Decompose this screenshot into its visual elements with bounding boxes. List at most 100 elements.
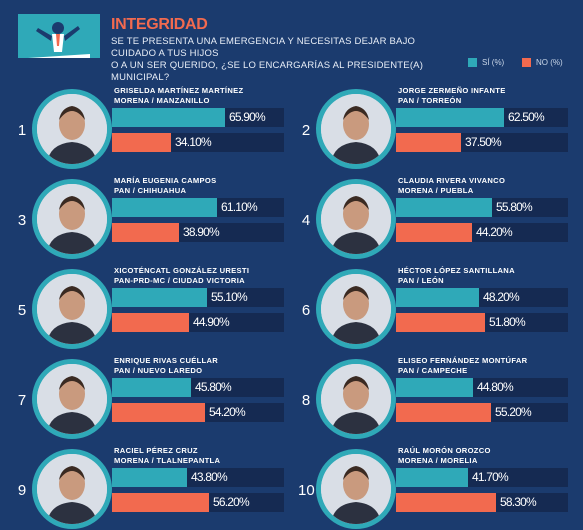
- candidate-photo: [321, 94, 391, 164]
- candidate-party: PAN-PRD-MC / CIUDAD VICTORIA: [114, 276, 245, 285]
- candidate-photo: [37, 364, 107, 434]
- candidate-card: 5 XICOTÉNCATL GONZÁLEZ URESTI PAN-PRD-MC…: [14, 266, 294, 354]
- yes-bar: [396, 378, 473, 397]
- yes-bar-track: 55.10%: [112, 288, 284, 307]
- legend-no-label: NO (%): [536, 58, 563, 67]
- candidate-party: MORENA / MANZANILLO: [114, 96, 210, 105]
- no-bar-track: 34.10%: [112, 133, 284, 152]
- yes-value-label: 61.10%: [221, 200, 258, 214]
- no-value-label: 44.90%: [193, 315, 230, 329]
- no-value-label: 38.90%: [183, 225, 220, 239]
- candidate-party: MORENA / TLALNEPANTLA: [114, 456, 221, 465]
- candidate-rank: 1: [17, 122, 27, 139]
- no-value-label: 37.50%: [465, 135, 502, 149]
- header: INTEGRIDAD SE TE PRESENTA UNA EMERGENCIA…: [0, 0, 583, 83]
- yes-bar: [396, 468, 468, 487]
- yes-bar-track: 43.80%: [112, 468, 284, 487]
- yes-value-label: 62.50%: [508, 110, 545, 124]
- yes-bar: [396, 108, 504, 127]
- yes-bar: [396, 288, 479, 307]
- candidate-name: HÉCTOR LÓPEZ SANTILLANA: [398, 266, 515, 275]
- candidate-card: 10 RAÚL MORÓN OROZCO MORENA / MORELIA 41…: [298, 446, 578, 530]
- legend-yes: SÍ (%): [468, 58, 504, 67]
- candidate-rank: 10: [298, 482, 315, 499]
- no-bar-track: 54.20%: [112, 403, 284, 422]
- candidate-rank: 3: [17, 212, 27, 229]
- legend-no-swatch: [522, 58, 531, 67]
- candidate-card: 6 HÉCTOR LÓPEZ SANTILLANA PAN / LEÓN 48.…: [298, 266, 578, 354]
- candidate-photo: [37, 274, 107, 344]
- candidate-name: RACIEL PÉREZ CRUZ: [114, 446, 198, 455]
- page-title: INTEGRIDAD: [111, 16, 208, 33]
- survey-question: SE TE PRESENTA UNA EMERGENCIA Y NECESITA…: [111, 36, 441, 84]
- candidate-card: 4 CLAUDIA RIVERA VIVANCO MORENA / PUEBLA…: [298, 176, 578, 264]
- candidate-photo: [321, 274, 391, 344]
- candidate-name: MARÍA EUGENIA CAMPOS: [114, 176, 217, 185]
- yes-bar-track: 61.10%: [112, 198, 284, 217]
- question-line-1: SE TE PRESENTA UNA EMERGENCIA Y NECESITA…: [111, 36, 416, 59]
- no-bar: [396, 223, 472, 242]
- candidate-photo: [37, 94, 107, 164]
- no-value-label: 58.30%: [500, 495, 537, 509]
- candidate-party: PAN / LEÓN: [398, 276, 444, 285]
- yes-value-label: 44.80%: [477, 380, 514, 394]
- yes-value-label: 43.80%: [191, 470, 228, 484]
- yes-bar: [112, 108, 225, 127]
- yes-bar: [112, 198, 217, 217]
- candidate-party: MORENA / MORELIA: [398, 456, 478, 465]
- yes-bar-track: 44.80%: [396, 378, 568, 397]
- no-bar: [396, 403, 491, 422]
- candidate-rank: 7: [17, 392, 27, 409]
- no-bar-track: 44.90%: [112, 313, 284, 332]
- yes-value-label: 55.10%: [211, 290, 248, 304]
- yes-value-label: 45.80%: [195, 380, 232, 394]
- candidate-photo: [37, 184, 107, 254]
- yes-value-label: 65.90%: [229, 110, 266, 124]
- no-bar: [396, 493, 496, 512]
- candidate-party: PAN / CAMPECHE: [398, 366, 468, 375]
- candidate-party: MORENA / PUEBLA: [398, 186, 474, 195]
- no-bar: [112, 133, 171, 152]
- no-bar: [112, 493, 209, 512]
- candidate-party: PAN / TORREÓN: [398, 96, 462, 105]
- candidate-name: GRISELDA MARTÍNEZ MARTÍNEZ: [114, 86, 244, 95]
- yes-bar: [112, 288, 207, 307]
- yes-bar: [112, 378, 191, 397]
- legend-yes-swatch: [468, 58, 477, 67]
- candidate-rank: 4: [301, 212, 311, 229]
- candidate-card: 9 RACIEL PÉREZ CRUZ MORENA / TLALNEPANTL…: [14, 446, 294, 530]
- no-bar-track: 55.20%: [396, 403, 568, 422]
- no-bar-track: 51.80%: [396, 313, 568, 332]
- no-bar-track: 37.50%: [396, 133, 568, 152]
- no-bar: [396, 133, 461, 152]
- no-bar-track: 44.20%: [396, 223, 568, 242]
- candidate-photo: [321, 454, 391, 524]
- yes-value-label: 41.70%: [472, 470, 509, 484]
- candidate-rank: 6: [301, 302, 311, 319]
- candidate-rank: 2: [301, 122, 311, 139]
- candidate-card: 1 GRISELDA MARTÍNEZ MARTÍNEZ MORENA / MA…: [14, 86, 294, 174]
- question-line-2: O A UN SER QUERIDO, ¿SE LO ENCARGARÍAS A…: [111, 60, 424, 83]
- yes-bar: [112, 468, 187, 487]
- candidate-photo: [321, 184, 391, 254]
- no-value-label: 55.20%: [495, 405, 532, 419]
- yes-bar-track: 62.50%: [396, 108, 568, 127]
- candidate-name: CLAUDIA RIVERA VIVANCO: [398, 176, 506, 185]
- candidate-card: 7 ENRIQUE RIVAS CUÉLLAR PAN / NUEVO LARE…: [14, 356, 294, 444]
- candidate-rank: 9: [17, 482, 27, 499]
- no-bar: [112, 223, 179, 242]
- candidate-card: 3 MARÍA EUGENIA CAMPOS PAN / CHIHUAHUA 6…: [14, 176, 294, 264]
- candidate-name: XICOTÉNCATL GONZÁLEZ URESTI: [114, 266, 250, 275]
- yes-bar-track: 45.80%: [112, 378, 284, 397]
- legend-yes-label: SÍ (%): [482, 58, 505, 67]
- candidate-name: RAÚL MORÓN OROZCO: [398, 446, 491, 455]
- candidate-photo: [37, 454, 107, 524]
- candidate-party: PAN / NUEVO LAREDO: [114, 366, 203, 375]
- integrity-logo-icon: [18, 14, 100, 70]
- yes-value-label: 48.20%: [483, 290, 520, 304]
- no-value-label: 34.10%: [175, 135, 212, 149]
- yes-bar-track: 55.80%: [396, 198, 568, 217]
- candidate-party: PAN / CHIHUAHUA: [114, 186, 187, 195]
- yes-bar-track: 41.70%: [396, 468, 568, 487]
- yes-bar-track: 65.90%: [112, 108, 284, 127]
